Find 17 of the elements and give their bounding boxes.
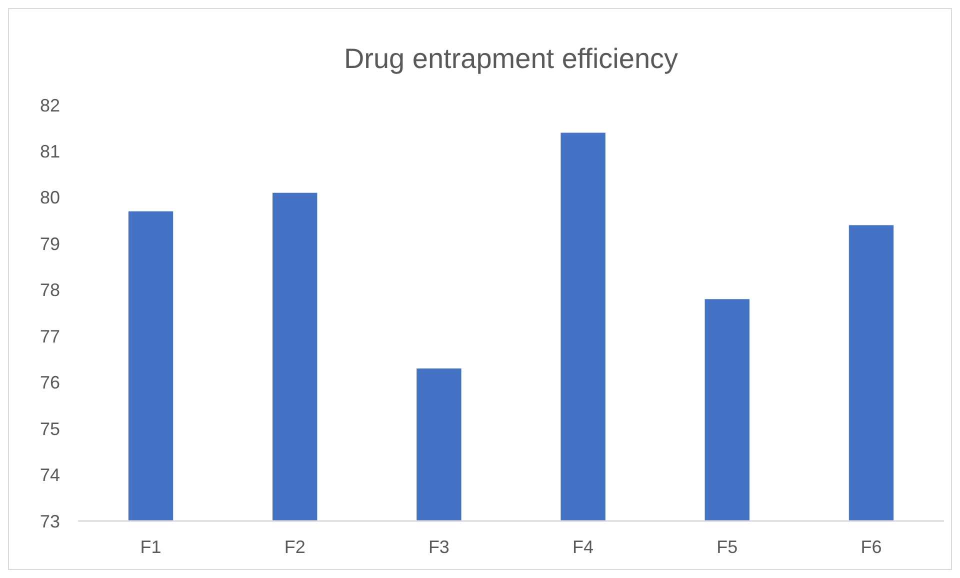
y-tick-label: 79: [40, 234, 60, 254]
x-tick-label: F4: [572, 537, 594, 557]
y-tick-label: 81: [40, 142, 60, 162]
y-tick-label: 76: [40, 372, 60, 393]
x-tick-label: F2: [284, 537, 306, 557]
chart-title: Drug entrapment efficiency: [344, 43, 678, 74]
y-tick-label: 74: [40, 465, 60, 486]
y-tick-label: 73: [40, 511, 60, 532]
y-tick-label: 75: [40, 418, 60, 439]
y-tick-label: 77: [40, 326, 60, 346]
y-tick-label: 82: [40, 95, 60, 116]
x-tick-label: F1: [140, 537, 162, 557]
x-tick-label: F5: [716, 537, 738, 557]
y-tick-label: 80: [40, 188, 60, 208]
y-tick-label: 78: [40, 280, 60, 300]
x-tick-label: F6: [860, 537, 882, 557]
x-tick-label: F3: [428, 537, 450, 557]
